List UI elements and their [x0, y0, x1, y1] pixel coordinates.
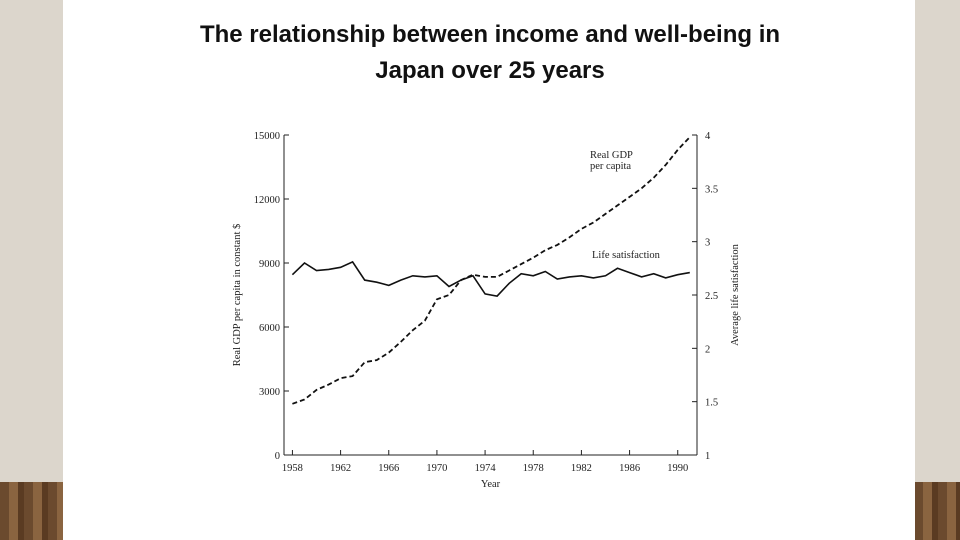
series-line: [291, 260, 690, 297]
y-tick-label: 0: [275, 451, 280, 462]
series-label-box: Life satisfaction: [592, 250, 660, 261]
y2-tick-label: 2: [705, 344, 710, 355]
x-tick-label: 1962: [330, 463, 351, 474]
x-tick-label: 1966: [378, 463, 399, 474]
series-line: [292, 136, 691, 405]
x-tick-label: 1982: [571, 463, 592, 474]
y2-tick-label: 3.5: [705, 184, 718, 195]
y2-tick-label: 1.5: [705, 398, 718, 409]
chart-title: The relationship between income and well…: [200, 21, 780, 84]
y2-axis-label: Average life satisfaction: [730, 243, 741, 346]
y-tick-label: 6000: [259, 323, 280, 334]
x-tick-label: 1958: [282, 463, 303, 474]
x-tick-label: 1986: [619, 463, 640, 474]
series-label-box: Real GDP per capita: [590, 150, 633, 172]
y2-tick-label: 1: [705, 451, 710, 462]
x-tick-label: 1990: [667, 463, 688, 474]
y-tick-label: 3000: [259, 387, 280, 398]
series-label: Real GDP per capita: [590, 150, 633, 172]
slide: [63, 0, 915, 540]
y-tick-label: 9000: [259, 259, 280, 270]
y-tick-label: 12000: [254, 195, 280, 206]
y-axis-label: Real GDP per capita in constant $: [232, 224, 243, 367]
x-axis-label: Year: [481, 479, 501, 490]
x-tick-label: 1974: [475, 463, 497, 474]
x-tick-label: 1978: [523, 463, 544, 474]
y-tick-label: 15000: [254, 131, 280, 142]
series-label: Life satisfaction: [592, 250, 660, 261]
x-tick-label: 1970: [426, 463, 447, 474]
y2-tick-label: 4: [705, 131, 711, 142]
y2-tick-label: 3: [705, 238, 710, 249]
floor: [0, 482, 70, 540]
y2-tick-label: 2.5: [705, 291, 718, 302]
